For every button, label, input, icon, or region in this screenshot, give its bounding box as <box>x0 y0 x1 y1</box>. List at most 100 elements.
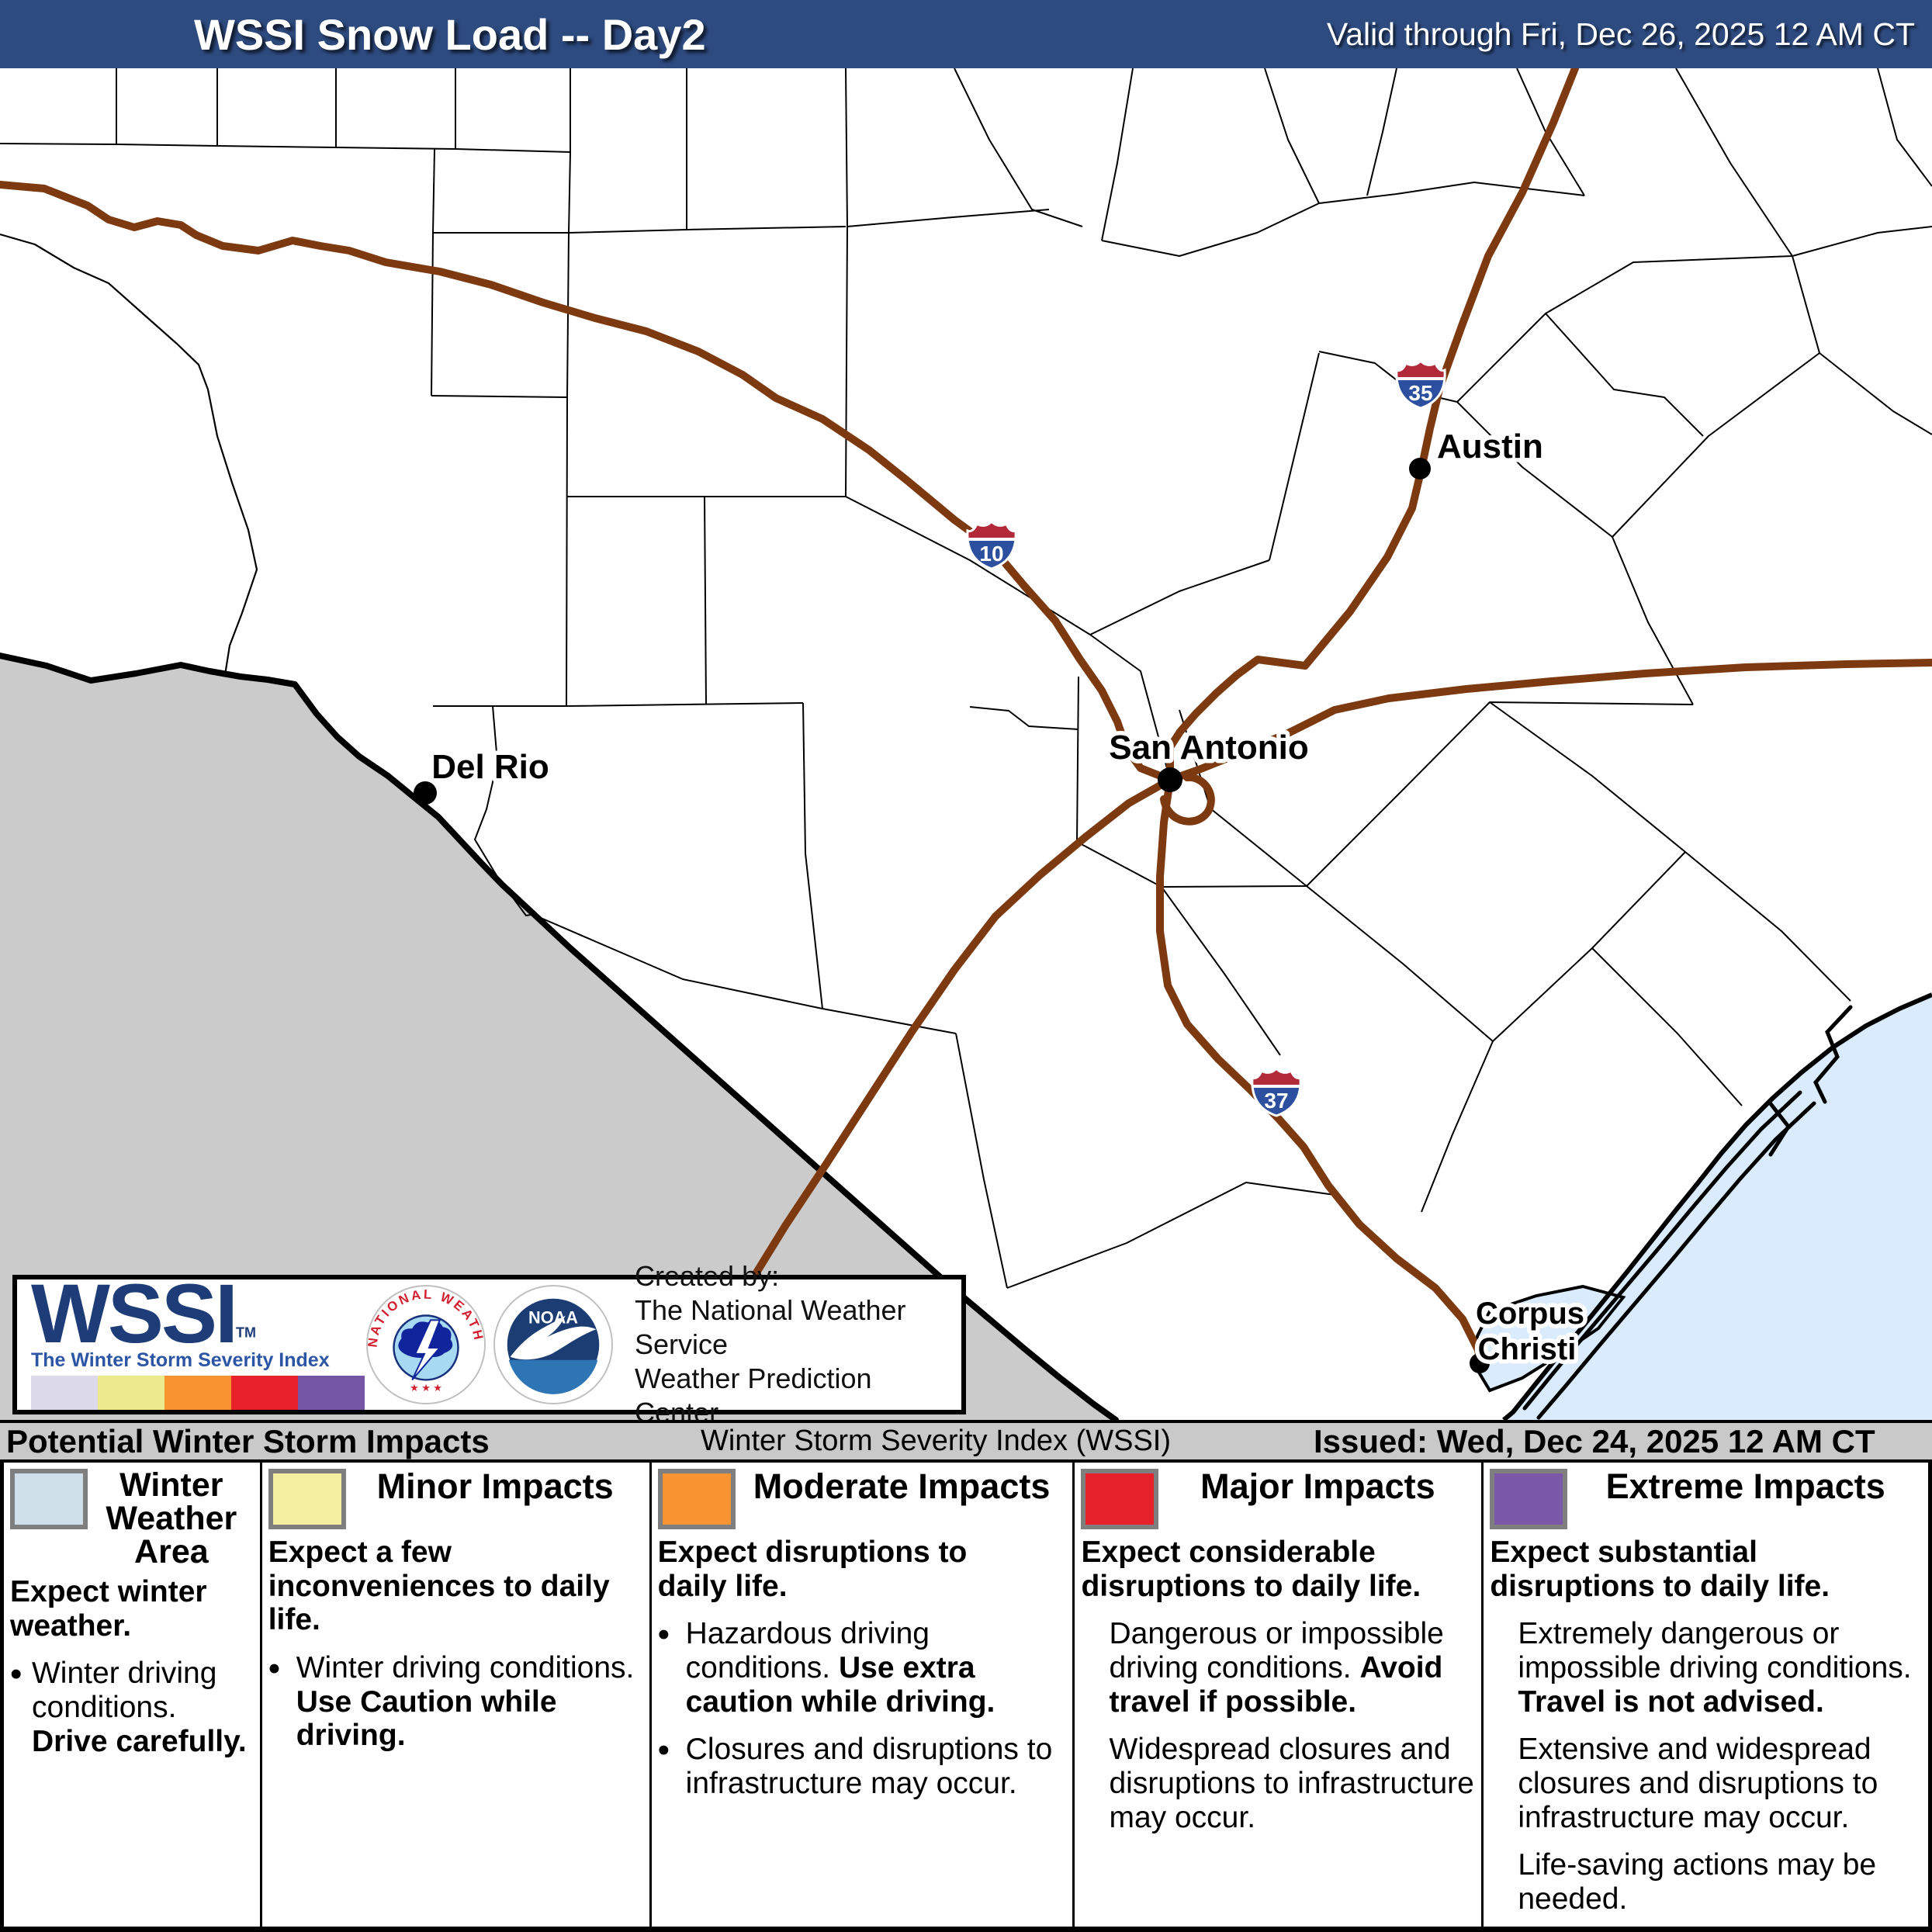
item-text: Hazardous driving conditions. <box>685 1617 930 1685</box>
item-text: Dangerous or impossible driving conditio… <box>1109 1617 1444 1685</box>
legend-item: Widespread closures and disruptions to i… <box>1079 1733 1477 1834</box>
road-loop <box>1160 773 1215 826</box>
issued-bar: Potential Winter Storm Impacts Winter St… <box>0 1420 1932 1463</box>
legend-column-minor: Minor Impacts Expect a few inconvenience… <box>262 1463 652 1927</box>
legend-column-winter-weather: Winter Weather Area Expect winter weathe… <box>4 1463 262 1927</box>
mexico-area <box>0 656 1116 1420</box>
legend-item: Closures and disruptions to infrastructu… <box>656 1731 1068 1801</box>
scale-swatch-moderate <box>164 1376 231 1411</box>
del-rio-dot <box>414 781 437 805</box>
legend-column-major: Major Impacts Expect considerable disrup… <box>1075 1463 1484 1927</box>
road-i37 <box>1156 776 1484 1366</box>
item-bold-text: Drive carefully. <box>32 1724 247 1758</box>
road-i35-south <box>753 776 1174 1276</box>
scale-swatch-major <box>231 1376 298 1411</box>
extreme-impacts-swatch <box>1490 1469 1568 1529</box>
major-impacts-swatch <box>1081 1469 1159 1529</box>
branding-box: WSSITM The Winter Storm Severity Index N… <box>12 1260 966 1428</box>
wssi-tagline: The Winter Storm Severity Index <box>31 1349 330 1372</box>
san-antonio-dot <box>1158 767 1182 792</box>
item-text: Extremely dangerous or impossible drivin… <box>1518 1617 1912 1685</box>
lightning-bolt-icon <box>411 1319 441 1381</box>
wssi-severity-scale <box>31 1376 365 1411</box>
trademark-symbol: TM <box>236 1324 257 1341</box>
barrier-island-outer <box>1536 1101 1816 1420</box>
item-bold-text: Use Caution while driving. <box>296 1684 557 1753</box>
legend-column-extreme: Extreme Impacts Expect substantial disru… <box>1484 1463 1928 1927</box>
estuary-detail <box>1813 1005 1853 1104</box>
road-i10-east <box>1166 659 1932 784</box>
san-antonio-label: San Antonio <box>1109 729 1308 767</box>
river-line <box>0 233 258 676</box>
estuary-detail-2 <box>1767 1099 1792 1157</box>
created-by-label: Created by: <box>635 1260 780 1293</box>
item-text: Widespread closures and disruptions to i… <box>1109 1733 1474 1834</box>
created-by-line1: The National Weather Service <box>635 1294 906 1361</box>
title-bar: WSSI Snow Load -- Day2 Valid through Fri… <box>0 0 1932 68</box>
seagull-icon <box>510 1315 597 1360</box>
noaa-lower-half <box>508 1359 598 1394</box>
road-i10-west <box>0 181 1174 784</box>
corpus-christi-label-line2: Christi <box>1478 1332 1577 1366</box>
legend-title: Winter Weather Area <box>106 1466 237 1570</box>
item-text: Closures and disruptions to infrastructu… <box>685 1733 1053 1801</box>
county-boundaries <box>0 68 1932 1289</box>
issued-timestamp: Issued: Wed, Dec 24, 2025 12 AM CT <box>1314 1422 1875 1459</box>
legend-title: Moderate Impacts <box>753 1466 1051 1506</box>
road-i35-north <box>1166 64 1579 784</box>
impacts-heading: Potential Winter Storm Impacts <box>6 1422 490 1459</box>
legend-item: Extensive and widespread closures and di… <box>1488 1733 1923 1834</box>
noaa-logo: NOAA <box>493 1284 614 1405</box>
legend-item: Extremely dangerous or impossible drivin… <box>1488 1617 1923 1719</box>
item-bold-text: Use extra caution while driving. <box>685 1651 995 1719</box>
del-rio-label: Del Rio <box>431 748 549 786</box>
shield-i10-number: 10 <box>979 542 1003 566</box>
legend-item: Life-saving actions may be needed. <box>1488 1848 1923 1916</box>
item-bold-text: Avoid travel if possible. <box>1109 1651 1443 1719</box>
legend-title: Extreme Impacts <box>1605 1466 1885 1506</box>
corpus-christi-dot <box>1470 1353 1490 1373</box>
barrier-island <box>1522 1090 1802 1411</box>
item-text: Extensive and widespread closures and di… <box>1518 1733 1878 1834</box>
impact-legend: Winter Weather Area Expect winter weathe… <box>0 1463 1932 1932</box>
scale-swatch-limited <box>31 1376 98 1411</box>
scale-swatch-minor <box>98 1376 164 1411</box>
nws-logo: NATIONAL WEATHER SERVICE ★ ★ ★ <box>365 1283 486 1405</box>
legend-title: Minor Impacts <box>376 1466 614 1506</box>
page-title: WSSI Snow Load -- Day2 <box>194 9 706 59</box>
legend-lead: Expect a few inconveniences to daily lif… <box>268 1536 610 1637</box>
item-text: Life-saving actions may be needed. <box>1518 1848 1877 1916</box>
wssi-wordmark: WSSI <box>31 1265 238 1360</box>
legend-lead: Expect substantial disruptions to daily … <box>1490 1536 1830 1603</box>
wssi-logo: WSSITM The Winter Storm Severity Index <box>17 1271 365 1411</box>
gulf-coastline <box>1502 992 1932 1422</box>
legend-lead: Expect disruptions to daily life. <box>657 1536 968 1603</box>
item-text: Winter driving conditions. <box>296 1651 635 1685</box>
austin-label: Austin <box>1437 428 1543 466</box>
legend-item: Winter driving conditions. Drive careful… <box>9 1655 255 1758</box>
shield-i35: 35 <box>1395 359 1446 410</box>
minor-impacts-swatch <box>268 1469 346 1529</box>
item-bold-text: Travel is not advised. <box>1518 1684 1824 1719</box>
item-text: Winter driving conditions. <box>32 1657 217 1725</box>
interstate-roads <box>0 64 1932 1366</box>
corpus-christi-label-line1: Corpus <box>1476 1297 1584 1331</box>
legend-title: Major Impacts <box>1200 1466 1435 1506</box>
moderate-impacts-swatch <box>657 1469 736 1529</box>
shield-i37-number: 37 <box>1264 1089 1288 1113</box>
scale-swatch-extreme <box>298 1376 365 1411</box>
winter-weather-swatch <box>10 1469 88 1529</box>
rio-grande-border <box>0 653 1119 1423</box>
shield-i37: 37 <box>1251 1067 1302 1117</box>
valid-through-text: Valid through Fri, Dec 26, 2025 12 AM CT <box>1326 16 1915 52</box>
legend-item: Winter driving conditions. Use Caution w… <box>267 1650 645 1753</box>
wssi-subheading: Winter Storm Severity Index (WSSI) <box>701 1425 1172 1457</box>
legend-item: Dangerous or impossible driving conditio… <box>1079 1617 1477 1719</box>
shield-i10: 10 <box>966 520 1017 570</box>
legend-lead: Expect considerable disruptions to daily… <box>1081 1536 1421 1603</box>
legend-column-moderate: Moderate Impacts Expect disruptions to d… <box>652 1463 1075 1927</box>
shield-i35-number: 35 <box>1408 381 1432 405</box>
legend-item: Hazardous driving conditions. Use extra … <box>656 1615 1068 1719</box>
legend-lead: Expect winter weather. <box>10 1575 207 1643</box>
